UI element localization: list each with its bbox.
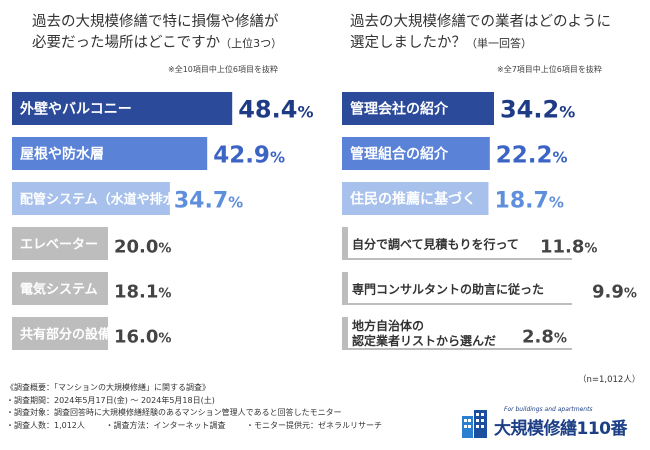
category-label: 外壁やバルコニー [20,101,132,118]
bar-right-1 [342,92,494,125]
value-label: 22.2% [496,143,568,169]
bar-underline [342,258,572,260]
survey-count: ・調査人数：1,012人 [6,420,85,430]
bar-right-3 [342,182,489,215]
category-label: 住民の推薦に基づく [350,191,476,208]
value-label: 18.1% [114,282,171,303]
value-label: 11.8% [540,237,597,258]
value-label: 2.8% [522,327,567,348]
sample-size-label: （n=1,012人） [578,375,641,385]
bar-left-6 [12,317,108,350]
bar-underline [342,348,572,350]
left-chart-note: ※全10項目中上位6項目を抜粋 [168,65,278,74]
category-label: 管理組合の紹介 [350,146,449,163]
bar-left-2 [12,137,208,170]
category-label: 共有部分の設備（ロビーや廊下） [20,327,215,343]
category-label: 自分で調べて見積もりを行って [352,237,519,252]
building-icon [462,410,487,438]
bar-right-5 [342,272,348,305]
bar-left-1 [12,92,233,125]
value-label: 18.7% [495,189,564,214]
value-label: 16.0% [114,327,171,348]
bar-left-4 [12,227,108,260]
bar-right-6 [342,317,348,350]
right-chart-title: 過去の大規模修繕での業者はどのように 選定しましたか？（単一回答） [350,14,611,51]
category-label: エレベーター [20,238,98,253]
bar-left-3 [12,182,170,215]
category-label: 専門コンサルタントの助言に従った [352,282,544,297]
survey-heading: 《調査概要：「マンションの大規模修繕」に関する調査》 [6,383,210,392]
value-label: 48.4% [238,96,313,124]
logo-tagline: For buildings and apartments [504,406,593,413]
left-chart-title: 過去の大規模修繕で特に損傷や修繕が 必要だった場所はどこですか（上位3つ） [32,14,283,51]
value-label: 9.9% [592,282,637,303]
survey-method: ・調査方法：インターネット調査 [105,420,226,430]
survey-target: ・調査対象：調査回答時に大規模修繕経験のあるマンション管理人であると回答したモニ… [6,408,342,417]
logo-name: 大規模修繕110番 [494,419,628,439]
value-label: 42.9% [213,143,285,169]
value-label: 34.7% [174,189,243,214]
category-label: 地方自治体の認定業者リストから選んだ [352,318,496,348]
category-label: 屋根や防水層 [20,146,104,163]
category-label: 電気システム [20,282,98,298]
value-label: 34.2% [500,96,575,124]
bar-right-2 [342,137,490,170]
right-chart-note: ※全7項目中上位6項目を抜粋 [497,65,602,74]
category-label: 配管システム（水道や排水） [20,192,189,208]
survey-provider: ・モニター提供元：ゼネラルリサーチ [246,420,382,430]
brand-logo: For buildings and apartments 大規模修繕110番 [460,404,650,444]
survey-overview: 《調査概要：「マンションの大規模修繕」に関する調査》 ・調査期間：2024年5月… [6,382,400,432]
value-label: 20.0% [114,237,171,258]
bar-left-5 [12,272,108,305]
bar-underline [342,303,572,305]
survey-period: ・調査期間：2024年5月17日(金) 〜 2024年5月18日(土) [6,395,215,405]
bar-right-4 [342,227,348,260]
category-label: 管理会社の紹介 [350,101,449,118]
